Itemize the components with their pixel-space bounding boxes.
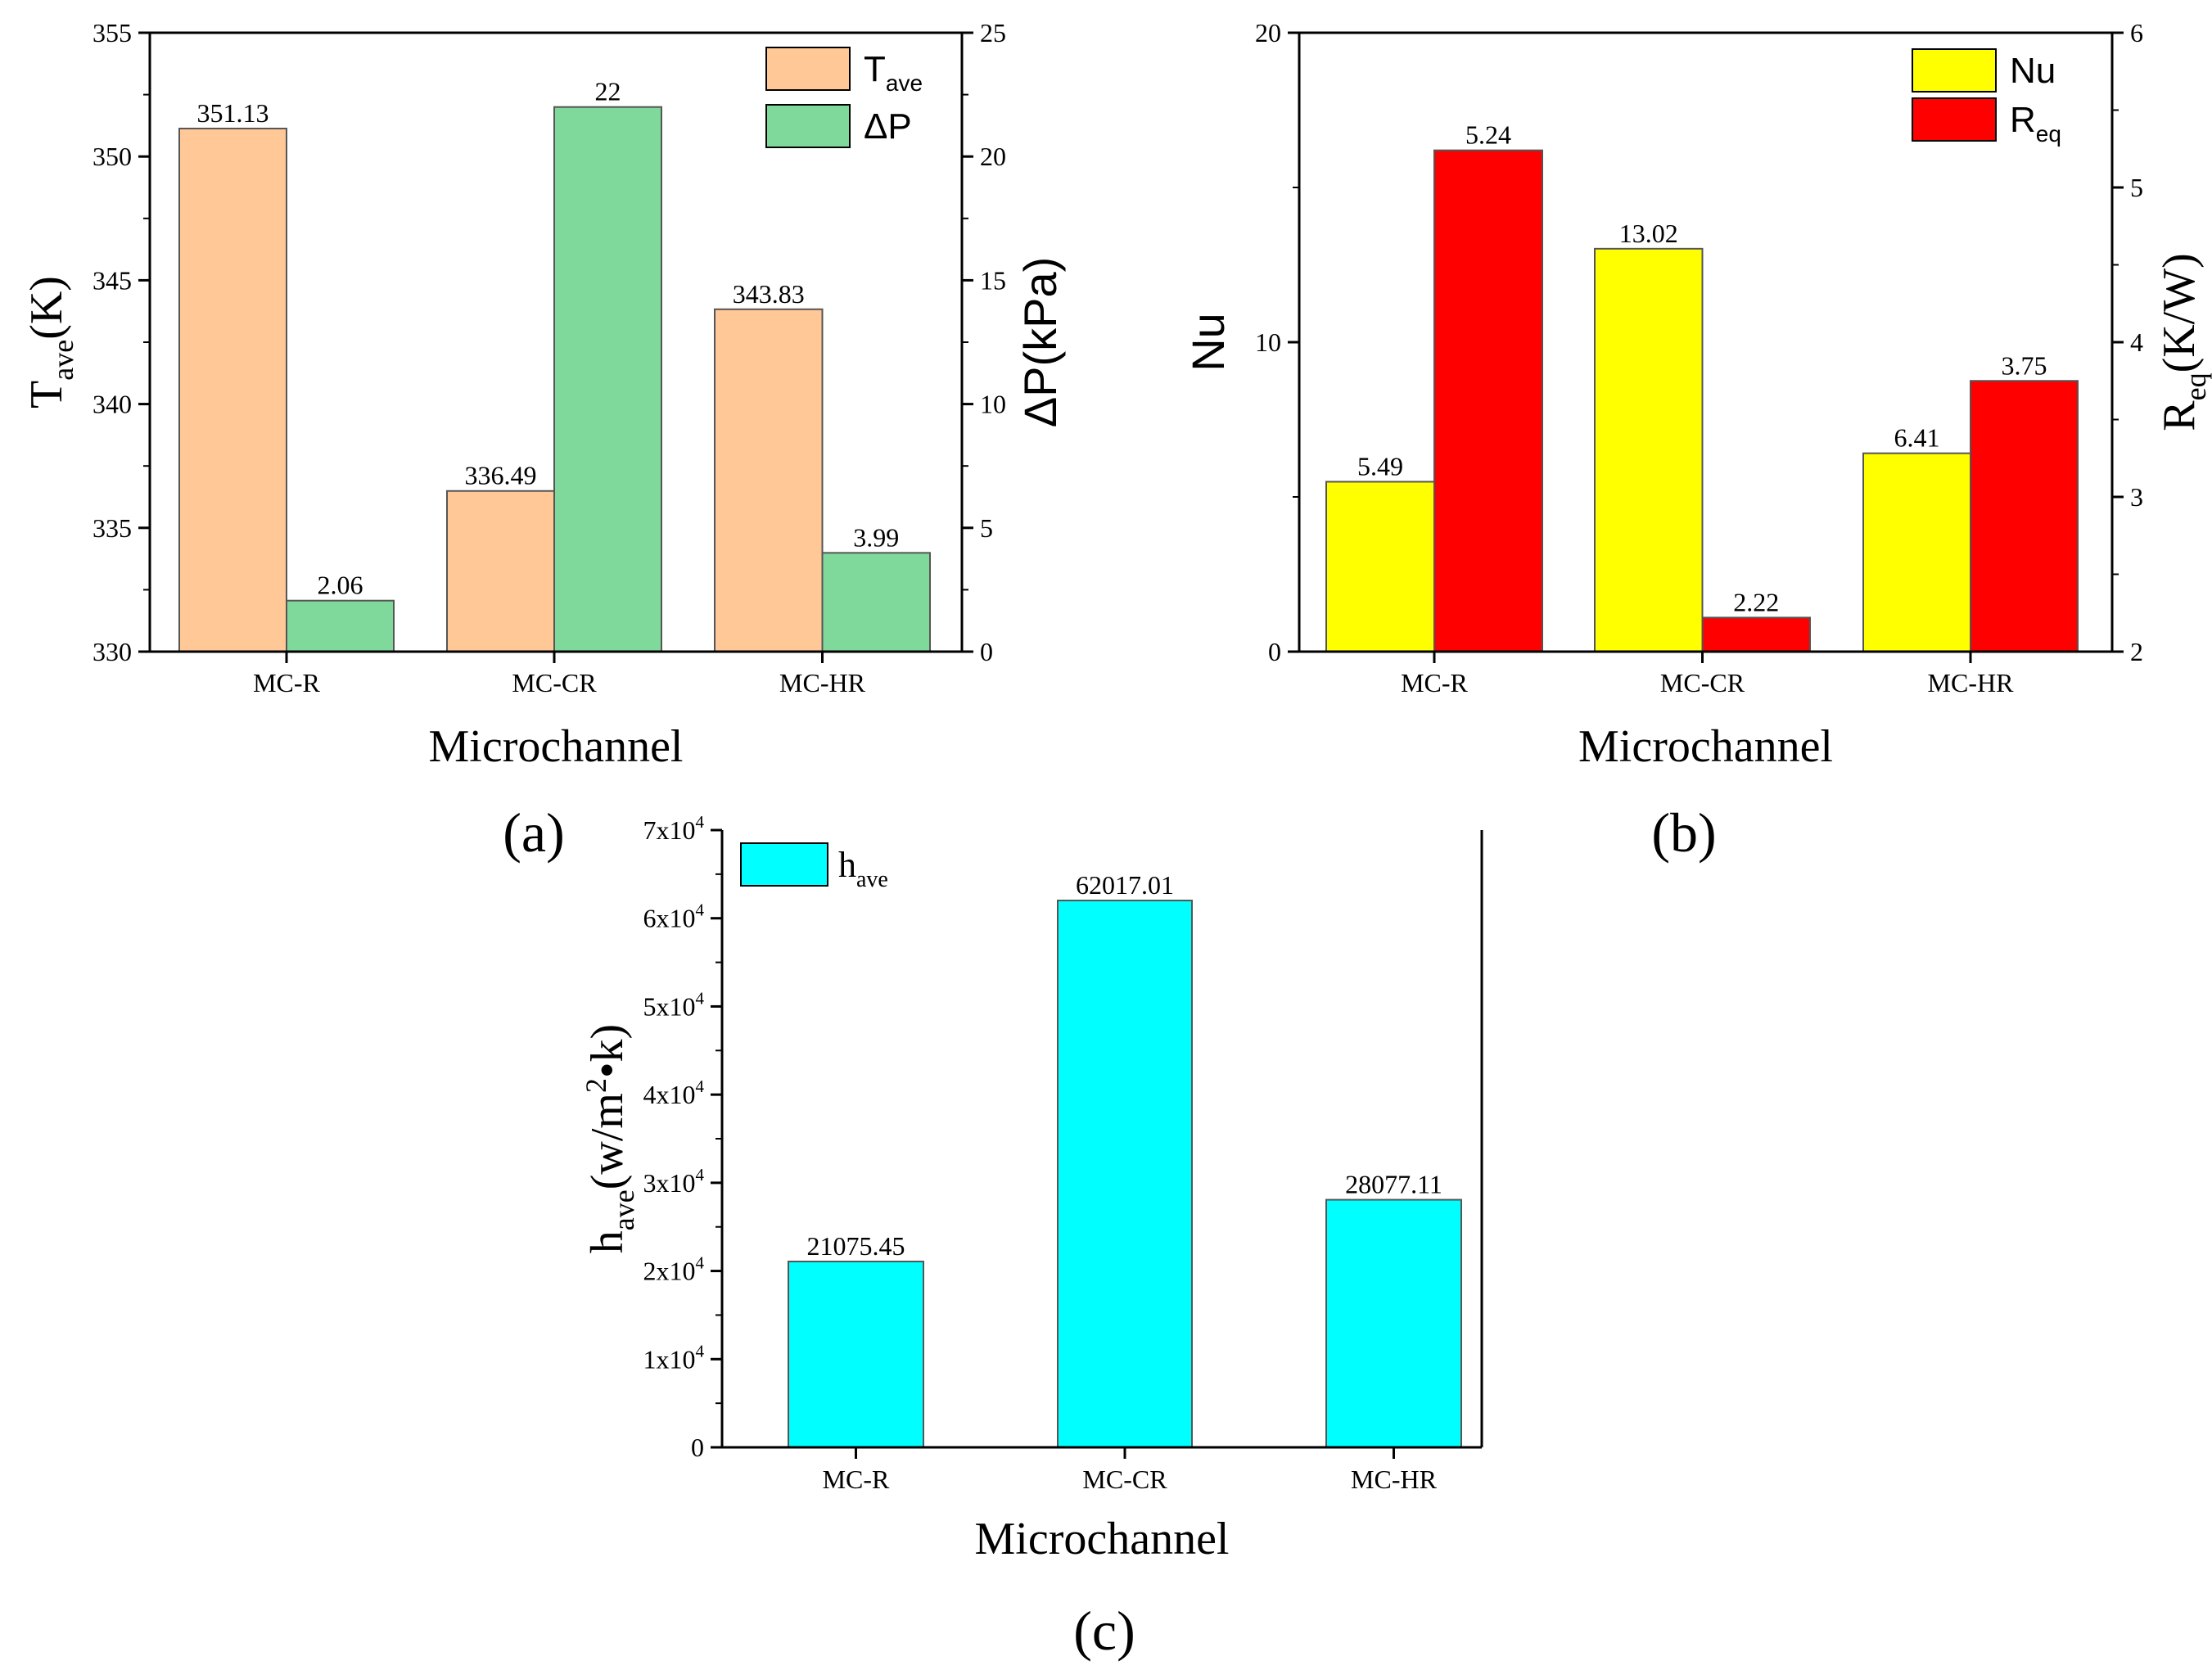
legend-swatch-c-h xyxy=(740,842,828,887)
legend-swatch-a-T xyxy=(765,47,851,91)
y-left-tick-label-c: 1x104 xyxy=(643,1341,705,1374)
value-label-a-ΔP-MC-HR: 3.99 xyxy=(853,522,899,552)
y-left-tick-label-c: 7x104 xyxy=(643,812,705,845)
y-right-tick-label-b: 5 xyxy=(2130,173,2143,202)
x-tick-label-b-MC-CR: MC-CR xyxy=(1660,668,1745,697)
bar-b-R-MC-CR xyxy=(1701,616,1811,652)
value-label-b-R-MC-R: 5.24 xyxy=(1465,120,1511,150)
legend-label-c-h: have xyxy=(838,845,888,892)
x-tick-label-a-MC-R: MC-R xyxy=(253,668,320,697)
x-axis-title-a: Microchannel xyxy=(429,721,684,772)
bar-b-R-MC-R xyxy=(1433,149,1543,652)
value-label-b-Nu-MC-R: 5.49 xyxy=(1357,451,1403,481)
panel-b-chart: 5.49 13.02 6.41 5.24 2.22 3.75 0 10 20 2 3 4 5 6 MC-R M… xyxy=(1182,18,2212,772)
y-right-tick-label-a: 20 xyxy=(980,142,1006,171)
x-axis-title-c: Microchannel xyxy=(975,1514,1230,1564)
y-right-tick-label-a: 25 xyxy=(980,18,1006,47)
y-left-tick-label-c: 5x104 xyxy=(643,988,705,1021)
legend-label-b-R: Req xyxy=(2010,100,2061,147)
value-label-a-ΔP-MC-CR: 22 xyxy=(595,77,621,106)
value-label-b-Nu-MC-CR: 13.02 xyxy=(1619,219,1678,248)
bar-c-h-MC-CR xyxy=(1057,899,1193,1448)
y-left-tick-label-a: 330 xyxy=(93,637,132,666)
y-right-tick-label-a: 5 xyxy=(980,513,993,543)
value-label-c-h-MC-R: 21075.45 xyxy=(807,1231,905,1261)
value-label-c-h-MC-CR: 62017.01 xyxy=(1076,870,1174,900)
bar-a-ΔP-MC-CR xyxy=(553,106,662,653)
value-label-a-T-MC-CR: 336.49 xyxy=(465,461,537,490)
y-left-tick-label-c: 2x104 xyxy=(643,1253,705,1286)
bar-a-T-MC-CR xyxy=(446,490,555,652)
value-label-a-T-MC-R: 351.13 xyxy=(197,98,269,128)
bar-b-Nu-MC-CR xyxy=(1594,247,1704,652)
bar-c-h-MC-R xyxy=(788,1260,924,1449)
value-label-b-Nu-MC-HR: 6.41 xyxy=(1894,423,1940,453)
y-left-tick-label-c: 6x104 xyxy=(643,900,705,933)
x-tick-label-c-MC-R: MC-R xyxy=(823,1465,890,1494)
y-right-tick-label-b: 6 xyxy=(2130,18,2143,47)
y-left-tick-label-b: 20 xyxy=(1255,18,1281,47)
panel-label-b: (b) xyxy=(1651,801,1716,864)
y-left-axis-title-a: Tave(K) xyxy=(21,276,79,408)
bar-c-h-MC-HR xyxy=(1325,1198,1462,1449)
y-left-tick-label-b: 10 xyxy=(1255,327,1281,357)
y-left-tick-label-a: 335 xyxy=(93,513,132,543)
value-label-a-ΔP-MC-R: 2.06 xyxy=(318,571,363,600)
legend-label-a-T: Tave xyxy=(864,49,923,96)
bar-b-R-MC-HR xyxy=(1970,380,2079,652)
y-right-axis-title-a: ΔP(kPa) xyxy=(1014,257,1066,428)
bar-b-Nu-MC-R xyxy=(1325,481,1435,653)
y-right-axis-title-b: Req(K/W) xyxy=(2154,253,2212,431)
legend-swatch-a-ΔP xyxy=(765,104,851,148)
y-left-axis-title-b: Nu xyxy=(1182,313,1234,372)
value-label-b-R-MC-CR: 2.22 xyxy=(1733,587,1779,616)
y-left-tick-label-c: 3x104 xyxy=(643,1165,705,1198)
y-left-tick-label-a: 345 xyxy=(93,265,132,295)
value-label-a-T-MC-HR: 343.83 xyxy=(733,279,805,309)
y-right-tick-label-b: 2 xyxy=(2130,637,2143,666)
x-tick-label-c-MC-CR: MC-CR xyxy=(1082,1465,1167,1494)
panel-label-c: (c) xyxy=(1073,1600,1135,1662)
y-left-axis-title-c: have(w/m2•k) xyxy=(580,1024,640,1253)
y-left-tick-label-a: 355 xyxy=(93,18,132,47)
x-tick-label-a-MC-HR: MC-HR xyxy=(779,668,866,697)
x-axis-title-b: Microchannel xyxy=(1578,721,1833,772)
y-left-tick-label-c: 0 xyxy=(691,1433,704,1462)
legend-label-a-ΔP: ΔP xyxy=(864,106,912,147)
y-right-tick-label-a: 0 xyxy=(980,637,993,666)
x-tick-label-b-MC-R: MC-R xyxy=(1401,668,1468,697)
y-left-tick-label-a: 350 xyxy=(93,142,132,171)
x-tick-label-a-MC-CR: MC-CR xyxy=(512,668,597,697)
legend-label-b-Nu: Nu xyxy=(2010,51,2056,91)
y-left-tick-label-c: 4x104 xyxy=(643,1076,705,1109)
panel-a-chart: 351.13 336.49 343.83 2.06 22 3.99 330 335 340 345… xyxy=(21,18,1066,772)
y-right-tick-label-b: 3 xyxy=(2130,482,2143,512)
bar-a-ΔP-MC-HR xyxy=(821,552,931,653)
bar-a-T-MC-R xyxy=(178,128,287,652)
y-right-tick-label-b: 4 xyxy=(2130,327,2143,357)
bar-a-ΔP-MC-R xyxy=(286,599,395,653)
legend-swatch-b-R xyxy=(1912,97,1997,142)
panel-c-chart: 21075.45 62017.01 28077.11 0 1x104 2x104 3x104… xyxy=(580,812,1483,1564)
y-left-tick-label-b: 0 xyxy=(1268,637,1281,666)
y-left-tick-label-a: 340 xyxy=(93,390,132,419)
x-tick-label-b-MC-HR: MC-HR xyxy=(1928,668,2015,697)
value-label-b-R-MC-HR: 3.75 xyxy=(2002,350,2047,380)
bar-a-T-MC-HR xyxy=(714,308,824,652)
x-tick-label-c-MC-HR: MC-HR xyxy=(1351,1465,1438,1494)
value-label-c-h-MC-HR: 28077.11 xyxy=(1345,1170,1442,1199)
legend-swatch-b-Nu xyxy=(1912,48,1997,93)
panel-label-a: (a) xyxy=(503,801,564,864)
y-right-tick-label-a: 10 xyxy=(980,390,1006,419)
bar-b-Nu-MC-HR xyxy=(1862,452,1971,653)
y-right-tick-label-a: 15 xyxy=(980,265,1006,295)
